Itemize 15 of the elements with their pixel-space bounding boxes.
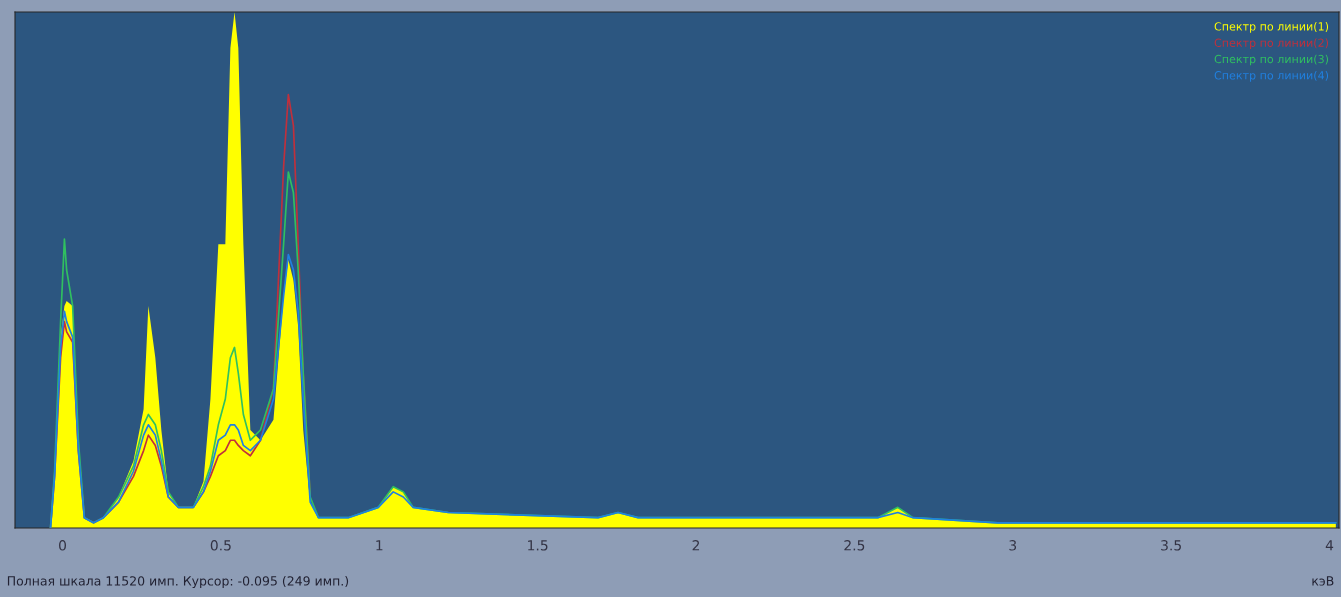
text: кэВ: [1312, 576, 1334, 586]
text: Спектр по линии(4): [1214, 70, 1329, 82]
text: Полная шкала 11520 имп. Курсор: -0.095 (249 имп.): [7, 575, 349, 589]
x-tick-label: 2: [692, 540, 700, 551]
x-tick-label: 3.5: [1161, 540, 1181, 551]
x-tick-label: 0.5: [210, 540, 231, 551]
x-tick-label: 1.5: [528, 540, 548, 551]
x-tick-label: 2.5: [844, 540, 865, 551]
text: Спектр по линии(1): [1214, 22, 1329, 33]
text: Спектр по линии(2): [1214, 38, 1329, 50]
x-tick-label: 1: [376, 540, 383, 551]
x-tick-label: 3: [1009, 540, 1017, 551]
x-tick-label: 0: [59, 540, 67, 551]
x-tick-label: 4: [1325, 540, 1334, 551]
text: Спектр по линии(3): [1214, 54, 1329, 66]
